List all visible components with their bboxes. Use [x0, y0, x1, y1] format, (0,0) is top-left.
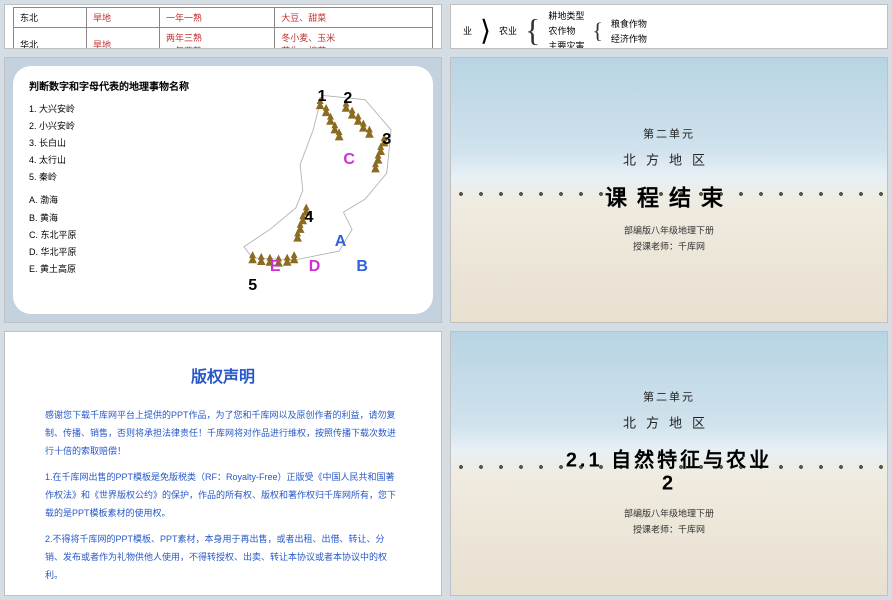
- map-label: D: [309, 258, 321, 276]
- list-item: C. 东北平原: [29, 227, 192, 244]
- list-item: 3. 长白山: [29, 135, 192, 152]
- main-title: 2.1 自然特征与农业2: [560, 444, 778, 496]
- map-graphic: 12 3 4 5 C AB D E: [192, 78, 417, 302]
- map-label: B: [356, 258, 368, 276]
- copyright-para: 1.在千库网出售的PPT模板是免版税类（RF：Royalty-Free）正版受《…: [45, 468, 401, 522]
- territory-outline: [244, 95, 391, 259]
- teacher-label: 授课老师：千库网: [605, 238, 733, 254]
- map-svg: [192, 78, 417, 277]
- list-item: D. 华北平原: [29, 244, 192, 261]
- crop-cycle-cell: 两年三熟 一年两熟: [159, 28, 274, 50]
- list-item: E. 黄土高原: [29, 261, 192, 278]
- table-row: 华北 旱地 两年三熟 一年两熟 冬小麦、玉米 花生、棉花: [14, 28, 433, 50]
- region-label: 北方地区: [605, 149, 733, 168]
- slide-copyright: 版权声明 感谢您下载千库网平台上提供的PPT作品，为了您和千库网以及原创作者的利…: [4, 331, 442, 597]
- list-item: B. 黄海: [29, 210, 192, 227]
- unit-label: 第二单元: [560, 389, 778, 405]
- tree-icon: [248, 251, 257, 263]
- map-label: A: [335, 233, 347, 251]
- mountain-trees-group: [248, 97, 388, 267]
- tree-icon: [365, 126, 374, 138]
- sub-leaf-group: 粮食作物 经济作物: [611, 17, 647, 45]
- copyright-para: 感谢您下载千库网平台上提供的PPT作品，为了您和千库网以及原创作者的利益，请勿复…: [45, 406, 401, 460]
- brace-icon: {: [525, 12, 540, 49]
- slide-bracket-diagram: 业 ⟨ 农业 { 耕地类型 农作物 主要灾害 { 粮食作物 经济作物: [450, 4, 888, 49]
- tree-icon: [322, 104, 331, 116]
- region-label: 北方地区: [560, 413, 778, 432]
- slide-map-quiz: 判断数字和字母代表的地理事物名称 1. 大兴安岭 2. 小兴安岭 3. 长白山 …: [4, 57, 442, 323]
- bracket-container: 业 ⟨ 农业 { 耕地类型 农作物 主要灾害 { 粮食作物 经济作物: [451, 5, 887, 49]
- list-item: A. 渤海: [29, 192, 192, 209]
- map-label: C: [343, 151, 355, 169]
- map-label: E: [270, 258, 281, 276]
- numbered-list: 1. 大兴安岭 2. 小兴安岭 3. 长白山 4. 太行山 5. 秦岭: [29, 101, 192, 186]
- textbook-label: 部编版八年级地理下册: [560, 506, 778, 522]
- leaf-item: 耕地类型: [548, 9, 584, 22]
- map-label: 5: [248, 277, 257, 295]
- leaf-item: 农作物: [548, 24, 584, 37]
- leaf-group: 耕地类型 农作物 主要灾害: [548, 9, 584, 49]
- unit-label: 第二单元: [605, 125, 733, 141]
- leaf-item: 粮食作物: [611, 17, 647, 30]
- region-table: 东北 旱地 一年一熟 大豆、甜菜 华北 旱地 两年三熟 一年两熟 冬小麦、玉米 …: [13, 7, 433, 49]
- list-item: 5. 秦岭: [29, 169, 192, 186]
- list-item: 4. 太行山: [29, 152, 192, 169]
- crop-cycle-cell: 一年一熟: [159, 8, 274, 28]
- table-row: 东北 旱地 一年一熟 大豆、甜菜: [14, 8, 433, 28]
- tree-icon: [290, 251, 299, 263]
- title-block: 第二单元 北方地区 2.1 自然特征与农业2 部编版八年级地理下册 授课老师：千…: [560, 389, 778, 538]
- map-legend: 判断数字和字母代表的地理事物名称 1. 大兴安岭 2. 小兴安岭 3. 长白山 …: [29, 78, 192, 302]
- copyright-title: 版权声明: [45, 362, 401, 394]
- crops-cell: 大豆、甜菜: [275, 8, 433, 28]
- main-title: 课程结束: [605, 180, 733, 212]
- lettered-list: A. 渤海 B. 黄海 C. 东北平原 D. 华北平原 E. 黄土高原: [29, 192, 192, 277]
- leaf-item: 主要灾害: [548, 39, 584, 49]
- land-cell: 旱地: [86, 28, 159, 50]
- tree-icon: [283, 254, 292, 266]
- list-item: 1. 大兴安岭: [29, 101, 192, 118]
- tree-icon: [348, 107, 357, 119]
- title-block: 第二单元 北方地区 课程结束 部编版八年级地理下册 授课老师：千库网: [605, 125, 733, 254]
- crops-cell: 冬小麦、玉米 花生、棉花: [275, 28, 433, 50]
- slide-table-northeast: 东北 旱地 一年一熟 大豆、甜菜 华北 旱地 两年三熟 一年两熟 冬小麦、玉米 …: [4, 4, 442, 49]
- region-cell: 东北: [14, 8, 87, 28]
- copyright-para: 2.不得将千库网的PPT模板、PPT素材，本身用于再出售，或者出租、出借、转让、…: [45, 530, 401, 584]
- map-label: 4: [304, 209, 313, 227]
- brace-icon: {: [592, 18, 603, 44]
- map-quiz-title: 判断数字和字母代表的地理事物名称: [29, 78, 192, 93]
- teacher-label: 授课老师：千库网: [560, 522, 778, 538]
- map-label: 1: [317, 88, 326, 106]
- map-label: 2: [343, 90, 352, 108]
- map-label: 3: [382, 131, 391, 149]
- map-panel: 判断数字和字母代表的地理事物名称 1. 大兴安岭 2. 小兴安岭 3. 长白山 …: [13, 66, 433, 314]
- root-node: 业: [463, 24, 472, 37]
- more-templates-label: 更多精品PPT模板： http://588ku.com/ppt/: [45, 594, 401, 597]
- slide-chapter-title: 第二单元 北方地区 2.1 自然特征与农业2 部编版八年级地理下册 授课老师：千…: [450, 331, 888, 597]
- slide-course-end: 第二单元 北方地区 课程结束 部编版八年级地理下册 授课老师：千库网: [450, 57, 888, 323]
- region-cell: 华北: [14, 28, 87, 50]
- textbook-label: 部编版八年级地理下册: [605, 222, 733, 238]
- brace-icon: ⟨: [480, 14, 491, 47]
- land-cell: 旱地: [86, 8, 159, 28]
- list-item: 2. 小兴安岭: [29, 118, 192, 135]
- child-node: 农业: [499, 24, 517, 37]
- leaf-item: 经济作物: [611, 32, 647, 45]
